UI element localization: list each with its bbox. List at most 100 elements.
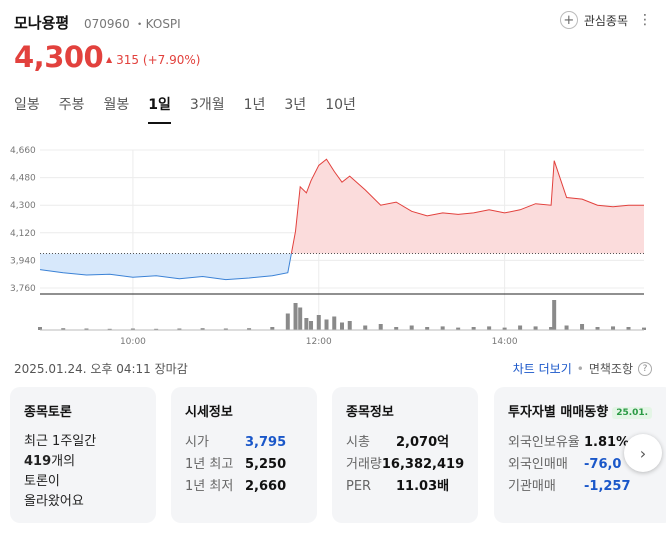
intraday-chart[interactable]: 4,660 4,480 4,300 4,120 3,940 3,760 10:00 12:00… [0, 138, 666, 350]
tab-1year[interactable]: 1년 [243, 97, 266, 113]
kv-key: 1년 최저 [185, 479, 234, 494]
volume-bar [316, 315, 321, 330]
volume-bar [84, 328, 89, 330]
y-tick-label: 4,120 [10, 229, 36, 239]
separator-dot: • [576, 361, 584, 376]
kv-value: -76,0 [584, 457, 622, 472]
kv-row: 기관매매 -1,257 [508, 476, 660, 498]
kv-key: PER [346, 479, 372, 494]
volume-bar [154, 328, 159, 330]
volume-bar [456, 327, 461, 330]
card-title: 종목정보 [346, 405, 394, 420]
tab-monthly[interactable]: 월봉 [103, 97, 130, 113]
plus-icon: + [559, 11, 578, 29]
help-icon[interactable]: ? [638, 361, 652, 376]
period-tabs: 일봉 주봉 월봉 1일 3개월 1년 3년 10년 [14, 94, 375, 124]
up-price-line [290, 158, 644, 254]
volume-bar [487, 326, 492, 330]
up-area-fill [291, 159, 644, 254]
volume-bar [394, 327, 399, 330]
up-triangle-icon: ▲ [106, 55, 113, 64]
kv-row: PER 11.03배 [346, 476, 464, 498]
stock-code: 070960 [84, 17, 130, 31]
kv-row: 시총 2,070억 [346, 432, 464, 454]
tab-daily[interactable]: 일봉 [14, 97, 40, 113]
volume-bar [471, 327, 476, 330]
kv-value: 2,660 [245, 479, 287, 494]
volume-bar [200, 328, 205, 330]
kv-value: 16,382,419 [381, 457, 465, 472]
status-links: 차트 더보기 • 면책조항 ? [513, 360, 652, 377]
stock-code-market: 070960 ・KOSPI [84, 15, 181, 32]
y-tick-label: 4,480 [10, 174, 36, 184]
disclaimer-link[interactable]: 면책조항 [588, 362, 633, 376]
more-options-icon[interactable]: ⋮ [638, 12, 652, 28]
tab-weekly[interactable]: 주봉 [58, 97, 85, 113]
next-card-button[interactable]: › [624, 434, 662, 472]
y-tick-label: 3,940 [10, 256, 36, 266]
kv-key: 외국인보유율 [508, 435, 580, 450]
card-title: 투자자별 매매동향 25.01. [508, 401, 660, 420]
card-title: 시세정보 [185, 405, 233, 420]
volume-bar [611, 326, 616, 330]
volume-bar [298, 307, 303, 330]
favorite-button[interactable]: + 관심종목 ⋮ [559, 11, 652, 29]
x-tick-label: 14:00 [492, 337, 518, 347]
volume-bar [502, 327, 507, 330]
tab-3years[interactable]: 3년 [284, 97, 307, 113]
kv-value: 5,250 [245, 457, 287, 472]
separator-dot: ・ [133, 17, 146, 31]
change-percent: (+7.90%) [142, 53, 201, 67]
volume-bar [580, 324, 585, 330]
chart-more-link[interactable]: 차트 더보기 [512, 362, 572, 376]
info-cards: 종목토론 최근 1주일간 419개의 토론이 올라왔어요 시세정보 시가 3,79… [10, 387, 666, 524]
market-name: KOSPI [145, 17, 181, 31]
kv-row: 거래량 16,382,419 [346, 454, 464, 476]
volume-bar [409, 325, 414, 330]
tab-10years[interactable]: 10년 [325, 97, 356, 113]
discussion-count-suffix: 개의 [51, 454, 76, 469]
kv-value: 11.03배 [396, 479, 450, 494]
volume-bar [177, 328, 182, 330]
tab-1day[interactable]: 1일 [148, 94, 171, 124]
tab-3months[interactable]: 3개월 [189, 97, 225, 113]
stock-name[interactable]: 모나용평 [14, 14, 70, 32]
discussion-card[interactable]: 종목토론 최근 1주일간 419개의 토론이 올라왔어요 [10, 387, 156, 523]
kv-row: 외국인보유율 1.81% [508, 432, 660, 454]
volume-bar [642, 327, 646, 330]
volume-bar [247, 328, 252, 330]
volume-bar [549, 327, 554, 330]
kv-key: 기관매매 [508, 479, 556, 494]
chart-svg: 4,660 4,480 4,300 4,120 3,940 3,760 10:00 12:00… [10, 146, 646, 347]
volume-bar [130, 328, 135, 330]
volume-bar [564, 325, 569, 330]
kv-value: 3,795 [245, 435, 287, 450]
volume-bar [425, 327, 430, 330]
volume-bar [270, 327, 275, 330]
favorite-label: 관심종목 [583, 13, 628, 28]
volume-bar [340, 322, 344, 330]
kv-value: 2,070억 [396, 435, 450, 450]
market-info-card[interactable]: 시세정보 시가 3,795 1년 최고 5,250 1년 최저 2,660 [171, 387, 317, 523]
stock-info-card[interactable]: 종목정보 시총 2,070억 거래량 16,382,419 PER 11.03배 [332, 387, 478, 523]
kv-key: 시가 [185, 435, 209, 450]
volume-bar [595, 327, 600, 330]
volume-bar [223, 328, 228, 330]
status-row: 2025.01.24. 오후 04:11 장마감 차트 더보기 • 면책조항 ? [14, 360, 652, 380]
discussion-count: 419 [24, 454, 52, 469]
kv-key: 시총 [346, 435, 370, 450]
volume-bar [107, 328, 112, 330]
discussion-text: 최근 1주일간 419개의 토론이 올라왔어요 [24, 432, 142, 512]
y-tick-label: 4,660 [10, 146, 36, 156]
volume-bar [309, 321, 314, 330]
change-amount: 315 [116, 53, 140, 67]
investor-title: 투자자별 매매동향 [508, 405, 609, 420]
volume-bar [285, 313, 290, 330]
x-tick-label: 12:00 [306, 337, 332, 347]
discussion-count-line: 419개의 [24, 452, 142, 472]
chevron-right-icon: › [639, 443, 647, 463]
volume-bar [347, 321, 352, 330]
current-price: 4,300 [14, 40, 104, 74]
volume-bar [440, 326, 445, 330]
kv-row: 1년 최고 5,250 [185, 454, 303, 476]
